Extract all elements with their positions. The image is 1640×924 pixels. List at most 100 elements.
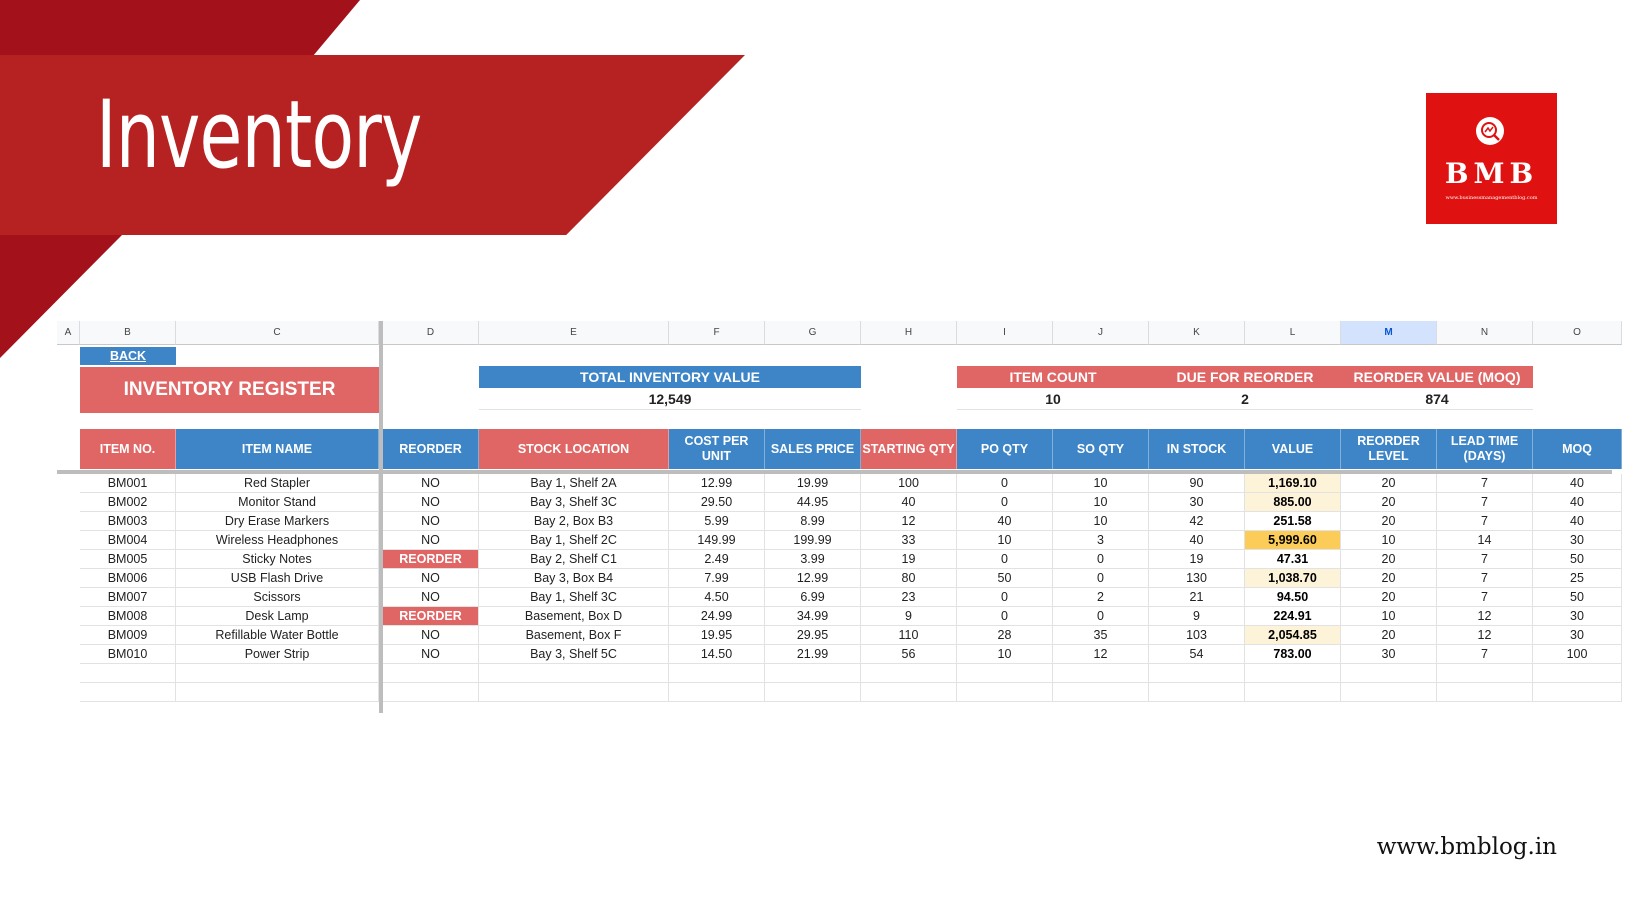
lead-time-cell: 7 [1437, 474, 1533, 493]
empty-cell[interactable] [176, 683, 379, 702]
item-name-cell[interactable]: Wireless Headphones [176, 531, 379, 550]
item-name-cell[interactable]: Power Strip [176, 645, 379, 664]
empty-cell[interactable] [861, 683, 957, 702]
empty-cell[interactable] [383, 664, 479, 683]
reorder-value-label: REORDER VALUE (MOQ) [1341, 366, 1533, 388]
column-header-e[interactable]: E [479, 321, 669, 345]
empty-cell[interactable] [1245, 664, 1341, 683]
back-link[interactable]: BACK [80, 347, 176, 365]
column-header-a[interactable]: A [57, 321, 80, 345]
column-header-g[interactable]: G [765, 321, 861, 345]
empty-cell[interactable] [1533, 683, 1622, 702]
moq-cell: 30 [1533, 607, 1622, 626]
item-name-cell[interactable]: USB Flash Drive [176, 569, 379, 588]
value-cell: 5,999.60 [1245, 531, 1341, 550]
column-header-o[interactable]: O [1533, 321, 1622, 345]
item-name-cell[interactable]: Red Stapler [176, 474, 379, 493]
item-no-cell[interactable]: BM005 [80, 550, 176, 569]
header-po-qty: PO QTY [957, 429, 1053, 469]
item-count-label: ITEM COUNT [957, 366, 1149, 388]
cost-per-unit-cell: 5.99 [669, 512, 765, 531]
column-header-f[interactable]: F [669, 321, 765, 345]
empty-cell[interactable] [861, 664, 957, 683]
empty-cell[interactable] [383, 683, 479, 702]
item-no-cell[interactable]: BM003 [80, 512, 176, 531]
cost-per-unit-cell: 2.49 [669, 550, 765, 569]
column-header-j[interactable]: J [1053, 321, 1149, 345]
column-header-m[interactable]: M [1341, 321, 1437, 345]
empty-cell[interactable] [176, 664, 379, 683]
item-no-cell[interactable]: BM008 [80, 607, 176, 626]
column-header-n[interactable]: N [1437, 321, 1533, 345]
starting-qty-cell: 40 [861, 493, 957, 512]
reorder-cell: NO [383, 531, 479, 550]
column-header-i[interactable]: I [957, 321, 1053, 345]
empty-cell[interactable] [957, 683, 1053, 702]
empty-cell[interactable] [957, 664, 1053, 683]
empty-cell[interactable] [479, 664, 669, 683]
item-no-cell[interactable]: BM006 [80, 569, 176, 588]
item-no-cell[interactable]: BM001 [80, 474, 176, 493]
column-header-c[interactable]: C [176, 321, 379, 345]
frozen-column-divider[interactable] [379, 321, 383, 713]
in-stock-cell: 54 [1149, 645, 1245, 664]
po-qty-cell: 0 [957, 493, 1053, 512]
starting-qty-cell: 80 [861, 569, 957, 588]
column-header-k[interactable]: K [1149, 321, 1245, 345]
reorder-level-cell: 20 [1341, 588, 1437, 607]
item-name-cell[interactable]: Scissors [176, 588, 379, 607]
frozen-row-divider[interactable] [57, 470, 1612, 474]
empty-cell[interactable] [1437, 683, 1533, 702]
empty-cell[interactable] [1341, 664, 1437, 683]
stock-location-cell: Bay 3, Shelf 5C [479, 645, 669, 664]
lead-time-cell: 7 [1437, 493, 1533, 512]
empty-cell[interactable] [1053, 683, 1149, 702]
lead-time-cell: 7 [1437, 588, 1533, 607]
column-header-d[interactable]: D [383, 321, 479, 345]
column-header-l[interactable]: L [1245, 321, 1341, 345]
empty-cell[interactable] [669, 683, 765, 702]
item-no-cell[interactable]: BM009 [80, 626, 176, 645]
item-no-cell[interactable]: BM002 [80, 493, 176, 512]
moq-cell: 40 [1533, 474, 1622, 493]
stock-location-cell: Bay 1, Shelf 2A [479, 474, 669, 493]
empty-cell[interactable] [1533, 664, 1622, 683]
inventory-spreadsheet: A B C D E F G H I J K L M N O BACK INVENTORY REGISTER TOT… [57, 321, 1622, 713]
empty-cell[interactable] [479, 683, 669, 702]
column-header-h[interactable]: H [861, 321, 957, 345]
sales-price-cell: 6.99 [765, 588, 861, 607]
header-in-stock: IN STOCK [1149, 429, 1245, 469]
empty-cell[interactable] [1149, 664, 1245, 683]
starting-qty-cell: 100 [861, 474, 957, 493]
item-name-cell[interactable]: Desk Lamp [176, 607, 379, 626]
item-name-cell[interactable]: Monitor Stand [176, 493, 379, 512]
item-no-cell[interactable]: BM004 [80, 531, 176, 550]
empty-cell[interactable] [765, 664, 861, 683]
po-qty-cell: 0 [957, 588, 1053, 607]
total-inventory-value-label: TOTAL INVENTORY VALUE [479, 366, 861, 388]
empty-cell[interactable] [1437, 664, 1533, 683]
item-name-cell[interactable]: Sticky Notes [176, 550, 379, 569]
due-for-reorder-value: 2 [1149, 388, 1341, 410]
empty-cell[interactable] [669, 664, 765, 683]
so-qty-cell: 3 [1053, 531, 1149, 550]
item-name-cell[interactable]: Dry Erase Markers [176, 512, 379, 531]
item-name-cell[interactable]: Refillable Water Bottle [176, 626, 379, 645]
cost-per-unit-cell: 7.99 [669, 569, 765, 588]
column-header-b[interactable]: B [80, 321, 176, 345]
reorder-level-cell: 20 [1341, 512, 1437, 531]
sales-price-cell: 34.99 [765, 607, 861, 626]
empty-cell[interactable] [1245, 683, 1341, 702]
so-qty-cell: 0 [1053, 569, 1149, 588]
empty-cell[interactable] [80, 664, 176, 683]
empty-cell[interactable] [765, 683, 861, 702]
item-no-cell[interactable]: BM010 [80, 645, 176, 664]
empty-cell[interactable] [80, 683, 176, 702]
empty-cell[interactable] [1053, 664, 1149, 683]
cost-per-unit-cell: 4.50 [669, 588, 765, 607]
empty-cell[interactable] [1149, 683, 1245, 702]
in-stock-cell: 9 [1149, 607, 1245, 626]
item-no-cell[interactable]: BM007 [80, 588, 176, 607]
empty-cell[interactable] [1341, 683, 1437, 702]
header-sales-price: SALES PRICE [765, 429, 861, 469]
